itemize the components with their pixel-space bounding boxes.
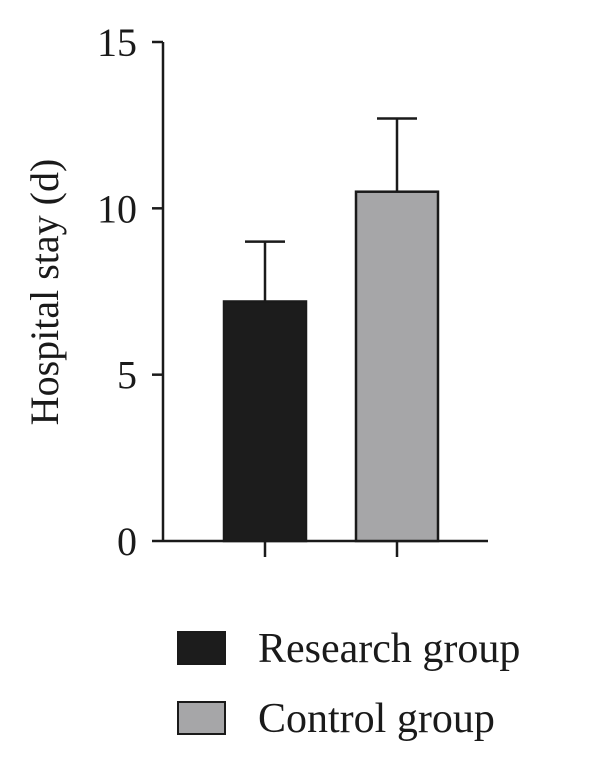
y-tick-label: 0 (117, 519, 137, 564)
x-axis (163, 539, 488, 557)
legend-label: Control group (258, 696, 495, 742)
y-axis: 0 5 10 15 (97, 20, 165, 564)
bar (354, 190, 440, 543)
legend: Research group Control group (177, 626, 520, 742)
bar (222, 300, 308, 543)
y-tick-label: 15 (97, 20, 137, 65)
error-bars (245, 117, 417, 302)
legend-label: Research group (258, 626, 520, 672)
legend-swatch (177, 701, 226, 735)
legend-swatch (177, 631, 226, 665)
bars (222, 190, 440, 543)
y-tick-label: 10 (97, 186, 137, 231)
y-axis-title: Hospital stay (d) (22, 159, 67, 426)
y-tick-label: 5 (117, 353, 137, 398)
